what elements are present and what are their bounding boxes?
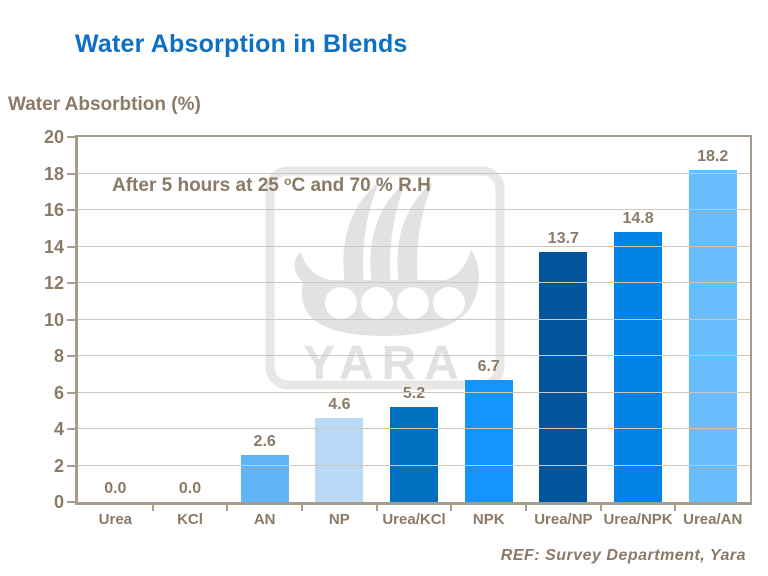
gridline xyxy=(78,245,750,247)
x-category-label: KCl xyxy=(177,511,203,528)
x-boundary-tick xyxy=(450,505,453,511)
y-tick-mark xyxy=(67,391,75,394)
x-category-label: Urea/NP xyxy=(534,511,593,528)
y-tick-label: 8 xyxy=(53,346,64,366)
bar-npk xyxy=(464,379,513,502)
y-tick-label: 20 xyxy=(43,127,64,147)
bar-column: 13.7 Urea/NP xyxy=(526,137,601,528)
bar-urea-np xyxy=(539,251,588,502)
x-category-label: AN xyxy=(253,511,276,528)
bar-value-label: 5.2 xyxy=(402,385,426,403)
bar-value-label: 6.7 xyxy=(477,357,500,375)
gridline xyxy=(78,318,750,320)
y-tick-mark xyxy=(67,172,75,175)
y-tick-mark xyxy=(67,282,75,284)
y-tick-mark xyxy=(67,355,75,357)
watermark-border xyxy=(265,166,505,390)
x-category-label: NP xyxy=(328,511,350,528)
bar-value-label: 14.8 xyxy=(622,209,654,227)
x-category-label: Urea xyxy=(98,511,133,528)
bar-value-label: 18.2 xyxy=(697,147,729,165)
x-boundary-tick xyxy=(674,505,677,511)
y-tick-mark xyxy=(67,501,75,503)
plot-area: 0.0 Urea 0.0 KCl 2.6 AN 4.6 NP 5.2 Urea/KCl 6.7 NPK… xyxy=(75,135,752,528)
reference-text: REF: Survey Department, Yara xyxy=(500,547,746,564)
x-boundary-tick xyxy=(375,505,378,511)
shield-circles xyxy=(325,287,465,319)
bar-value-label: 0.0 xyxy=(104,480,127,497)
annotation-text-suffix: C and 70 % R.H xyxy=(291,175,431,196)
bar-an xyxy=(240,454,289,502)
chart-title: Water Absorption in Blends xyxy=(75,30,408,58)
annotation: After 5 hours at 25 oC and 70 % R.H xyxy=(112,174,431,197)
yara-logo-watermark: YARA xyxy=(265,166,505,390)
y-tick-label: 16 xyxy=(43,200,64,220)
y-tick-label: 14 xyxy=(43,236,64,257)
gridline xyxy=(78,209,750,210)
bar-value-label: 2.6 xyxy=(253,432,276,450)
annotation-text-prefix: After 5 hours at 25 xyxy=(112,175,285,196)
gridline xyxy=(78,282,750,283)
y-tick-label: 18 xyxy=(43,163,64,184)
bar-urea-an xyxy=(688,169,737,502)
bar-column: 5.2 Urea/KCl xyxy=(377,137,452,528)
annotation-superscript: o xyxy=(284,174,292,188)
bar-column: 18.2 Urea/AN xyxy=(675,137,750,528)
y-tick-label: 6 xyxy=(53,382,64,403)
x-category-label: Urea/NPK xyxy=(603,511,673,528)
y-tick-label: 2 xyxy=(53,455,64,476)
y-tick-label: 4 xyxy=(53,419,64,439)
y-tick-mark xyxy=(67,136,75,138)
bar-column: 14.8 Urea/NPK xyxy=(601,137,676,528)
y-tick-mark xyxy=(67,318,75,321)
x-boundary-tick xyxy=(300,505,303,511)
gridline xyxy=(78,391,750,393)
bar-value-label: 4.6 xyxy=(328,396,351,414)
y-tick-label: 12 xyxy=(43,273,64,293)
y-axis-title: Water Absorbtion (%) xyxy=(8,94,201,115)
y-tick-mark xyxy=(67,209,75,211)
y-tick-label: 0 xyxy=(53,492,64,512)
y-tick-label: 10 xyxy=(43,309,64,330)
bar-urea-kcl xyxy=(390,407,439,502)
bar-column: 0.0 Urea xyxy=(78,137,153,528)
x-boundary-tick xyxy=(226,505,229,511)
gridline xyxy=(78,172,750,174)
x-boundary-tick xyxy=(151,505,154,511)
bar-column: 6.7 NPK xyxy=(451,137,526,528)
y-tick-mark xyxy=(67,245,75,248)
gridline xyxy=(78,428,750,429)
x-category-label: NPK xyxy=(472,511,505,528)
watermark-wordmark: YARA xyxy=(303,337,467,390)
bar-column: 4.6 NP xyxy=(302,137,377,528)
x-boundary-tick xyxy=(524,505,527,511)
bar-column: 2.6 AN xyxy=(227,137,302,528)
gridline xyxy=(78,464,750,466)
bar-value-label: 0.0 xyxy=(178,480,202,497)
x-category-label: Urea/KCl xyxy=(382,511,446,528)
x-category-label: Urea/AN xyxy=(683,511,743,528)
bar-urea-npk xyxy=(614,231,663,502)
bar-column: 0.0 KCl xyxy=(153,137,228,528)
y-tick-mark xyxy=(67,428,75,430)
x-boundary-tick xyxy=(599,505,602,511)
y-tick-mark xyxy=(67,464,75,467)
plot-columns: 0.0 Urea 0.0 KCl 2.6 AN 4.6 NP 5.2 Urea/KCl 6.7 NPK… xyxy=(78,137,750,528)
gridline xyxy=(78,355,750,356)
bar-np xyxy=(315,418,364,502)
bar-value-label: 13.7 xyxy=(547,229,579,247)
